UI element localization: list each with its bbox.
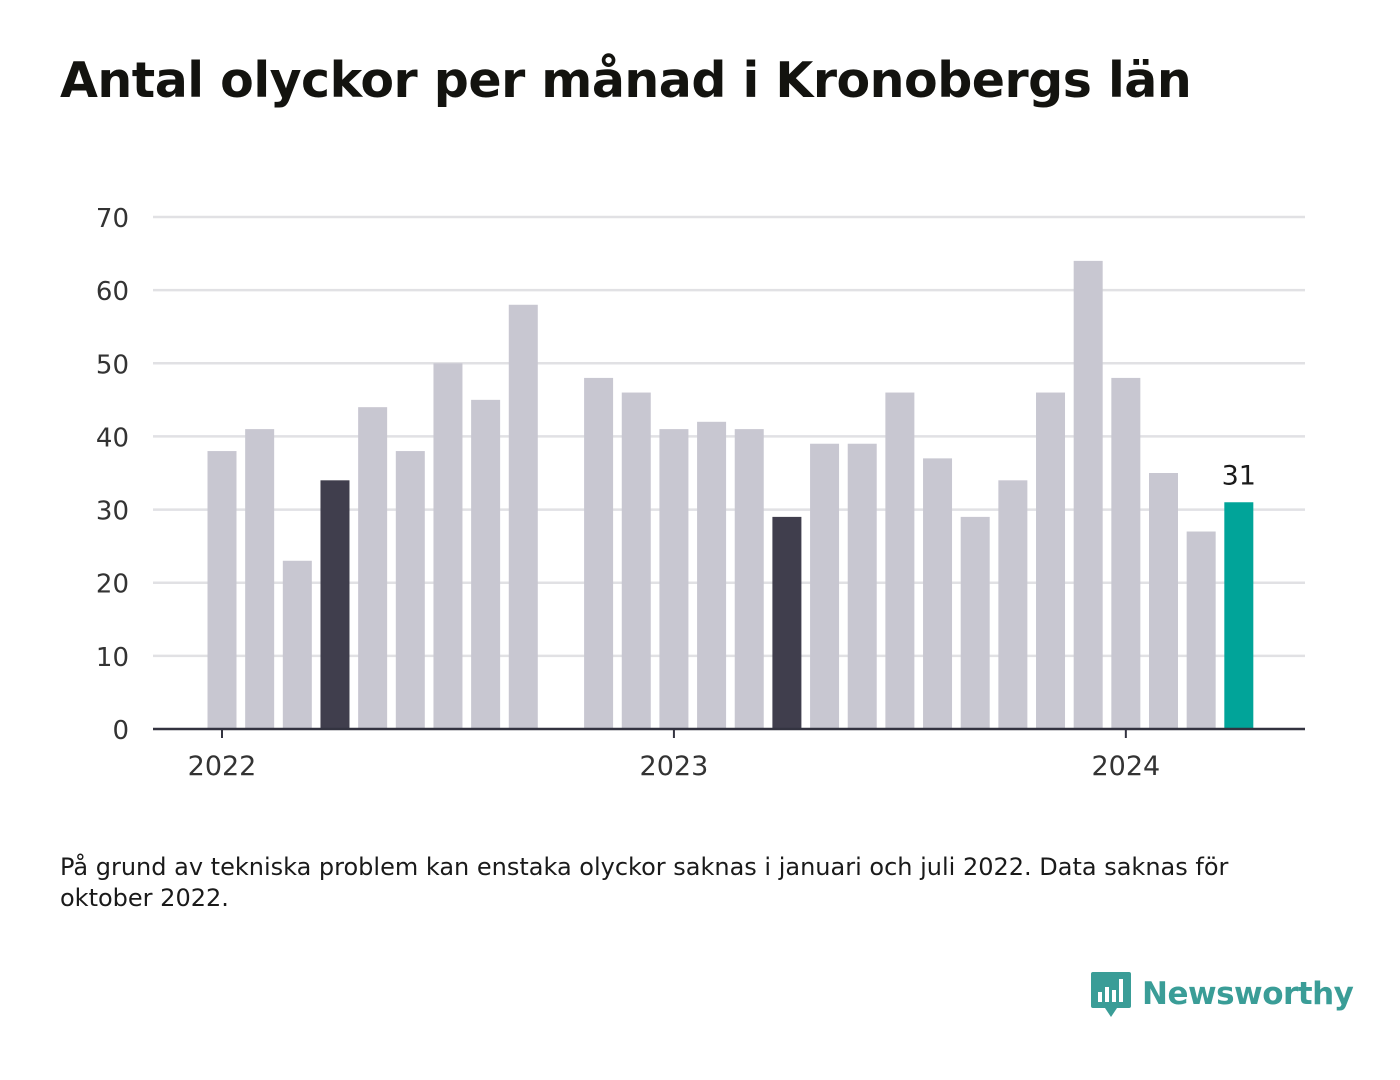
bar-2024-02 <box>1149 473 1178 729</box>
bar-2022-05 <box>358 407 388 729</box>
footnote: På grund av tekniska problem kan enstaka… <box>60 853 1229 912</box>
bar-2023-03 <box>734 429 764 729</box>
y-tick-label: 50 <box>96 350 129 380</box>
bar-2022-09 <box>508 304 538 729</box>
x-tick-label: 2023 <box>640 751 709 782</box>
bar-2024-04 <box>1224 502 1254 729</box>
bar-2023-10 <box>998 480 1028 729</box>
bar-2023-12 <box>1073 260 1103 729</box>
bar-2022-01 <box>207 451 237 729</box>
bar-chart: 0 10 20 30 40 50 60 70 31 2022 2023 2024 <box>96 204 1305 782</box>
data-label: 31 <box>1222 460 1256 491</box>
bar-2023-05 <box>810 443 840 729</box>
bar-2023-02 <box>697 421 727 729</box>
y-tick-label: 60 <box>96 277 129 307</box>
bar-2022-07 <box>433 363 463 729</box>
bar-2022-06 <box>395 451 425 729</box>
y-tick-label: 20 <box>96 570 129 600</box>
bar-2024-03 <box>1186 531 1216 729</box>
y-tick-label: 70 <box>96 204 129 234</box>
chart-title: Antal olyckor per månad i Kronobergs län <box>60 52 1192 109</box>
bar-2022-04 <box>320 480 350 729</box>
brand-name: Newsworthy <box>1142 976 1354 1012</box>
bar-2024-01 <box>1111 377 1141 729</box>
x-tick-label: 2024 <box>1091 751 1160 782</box>
y-tick-label: 40 <box>96 423 129 453</box>
bar-2023-04 <box>772 516 802 729</box>
bar-2023-06 <box>847 443 877 729</box>
bar-2022-11 <box>584 377 614 729</box>
bar-2022-12 <box>621 392 651 729</box>
y-tick-label: 30 <box>96 497 129 527</box>
x-tick-label: 2022 <box>188 751 257 782</box>
bar-2023-11 <box>1036 392 1066 729</box>
bar-2022-08 <box>471 399 501 729</box>
bar-2022-02 <box>245 429 275 729</box>
y-tick-label: 10 <box>96 643 129 673</box>
bar-2022-03 <box>282 560 312 729</box>
bar-2023-08 <box>923 458 953 729</box>
brand-logo[interactable]: Newsworthy <box>1090 970 1354 1018</box>
bar-2023-09 <box>960 516 990 729</box>
bar-2023-07 <box>885 392 915 729</box>
bar-2023-01 <box>659 429 689 729</box>
y-tick-label: 0 <box>112 716 129 746</box>
newsworthy-logo-icon <box>1091 972 1131 1017</box>
